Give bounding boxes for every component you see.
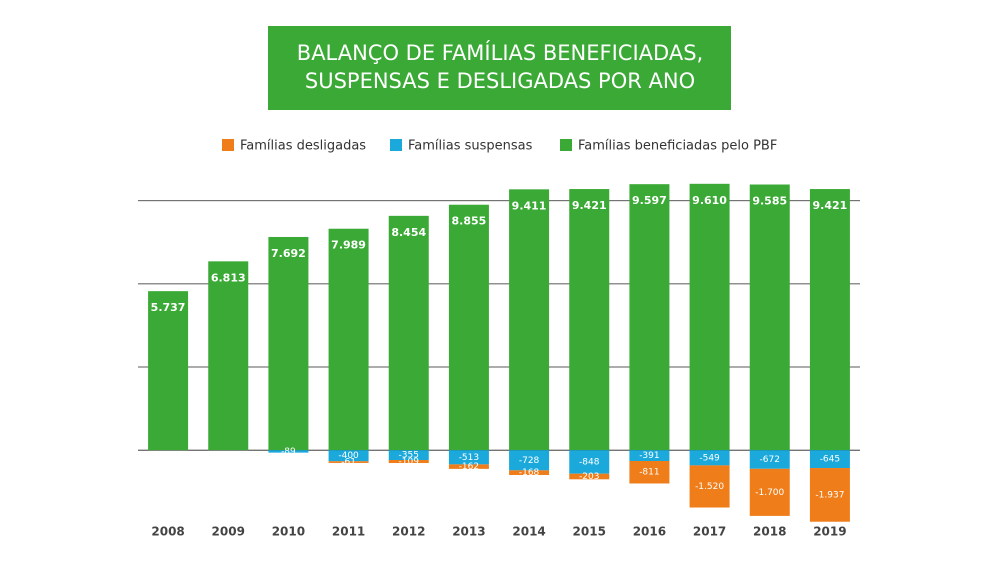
bar <box>689 465 730 508</box>
legend-swatch <box>560 139 572 151</box>
value-label: -513 <box>459 453 479 463</box>
value-label: 5.737 <box>151 301 186 314</box>
legend-swatch <box>222 139 234 151</box>
x-tick-label: 2012 <box>392 525 425 539</box>
bar <box>629 461 670 484</box>
bar <box>809 468 850 522</box>
value-label: -162 <box>459 462 479 472</box>
value-label: 9.421 <box>572 199 607 212</box>
x-tick-label: 2015 <box>573 525 606 539</box>
bar <box>749 468 790 516</box>
x-tick-label: 2013 <box>452 525 485 539</box>
value-label: -811 <box>639 468 659 478</box>
value-label: -672 <box>760 455 780 465</box>
value-label: -203 <box>579 472 599 482</box>
bar <box>629 450 670 462</box>
value-label: -1.520 <box>695 482 724 492</box>
value-label: -848 <box>579 457 600 467</box>
x-tick-label: 2008 <box>151 525 184 539</box>
legend-swatch <box>390 139 402 151</box>
value-label: -168 <box>519 468 540 478</box>
value-label: -728 <box>519 456 540 466</box>
x-tick-label: 2010 <box>272 525 305 539</box>
bar <box>388 450 429 461</box>
chart-title: BALANÇO DE FAMÍLIAS BENEFICIADAS, <box>297 40 703 65</box>
value-label: 8.454 <box>391 226 426 239</box>
value-label: -400 <box>338 451 359 461</box>
bar <box>328 461 369 463</box>
bar <box>448 464 489 469</box>
x-tick-label: 2011 <box>332 525 365 539</box>
x-tick-label: 2018 <box>753 525 786 539</box>
bar <box>689 450 730 466</box>
x-tick-label: 2017 <box>693 525 726 539</box>
value-label: -645 <box>820 455 840 465</box>
chart-title: SUSPENSAS E DESLIGADAS POR ANO <box>305 69 695 93</box>
value-label: -61 <box>341 458 356 468</box>
value-label: -355 <box>399 451 419 461</box>
bar <box>569 473 610 480</box>
legend-label: Famílias beneficiadas pelo PBF <box>578 139 777 154</box>
title-box <box>268 26 731 110</box>
bar <box>208 261 249 451</box>
x-tick-label: 2014 <box>512 525 545 539</box>
legend-label: Famílias suspensas <box>408 139 533 154</box>
value-label: 9.411 <box>512 199 547 212</box>
bar <box>148 291 189 451</box>
bar <box>569 189 610 451</box>
bar <box>509 470 550 475</box>
value-label: -1.700 <box>755 488 784 498</box>
bar <box>448 204 489 451</box>
value-label: 7.692 <box>271 247 306 260</box>
value-label: 9.597 <box>632 194 667 207</box>
bar <box>509 189 550 451</box>
value-label: -109 <box>399 457 420 467</box>
x-tick-label: 2019 <box>813 525 846 539</box>
value-label: 9.421 <box>813 199 848 212</box>
bar <box>448 450 489 465</box>
bar <box>809 450 850 469</box>
bar <box>388 215 429 451</box>
bar <box>749 184 790 451</box>
x-tick-label: 2009 <box>212 525 245 539</box>
bar <box>749 450 790 469</box>
value-label: -549 <box>699 453 720 463</box>
bar <box>388 460 429 464</box>
value-label: 7.989 <box>331 239 366 252</box>
value-label: -391 <box>639 451 659 461</box>
value-label: 6.813 <box>211 271 246 284</box>
value-label: 9.610 <box>692 194 727 207</box>
bar <box>268 450 309 453</box>
value-label: -89 <box>281 447 296 457</box>
bar <box>509 450 550 471</box>
bar <box>689 183 730 451</box>
value-label: -1.937 <box>815 490 844 500</box>
value-label: 9.585 <box>752 195 787 208</box>
value-label: 8.855 <box>452 215 487 228</box>
x-tick-label: 2016 <box>633 525 666 539</box>
bar <box>328 450 369 462</box>
bar <box>809 189 850 451</box>
legend-label: Famílias desligadas <box>240 139 366 154</box>
bar <box>569 450 610 474</box>
bar <box>328 228 369 451</box>
bar <box>629 184 670 451</box>
bar <box>268 236 309 451</box>
